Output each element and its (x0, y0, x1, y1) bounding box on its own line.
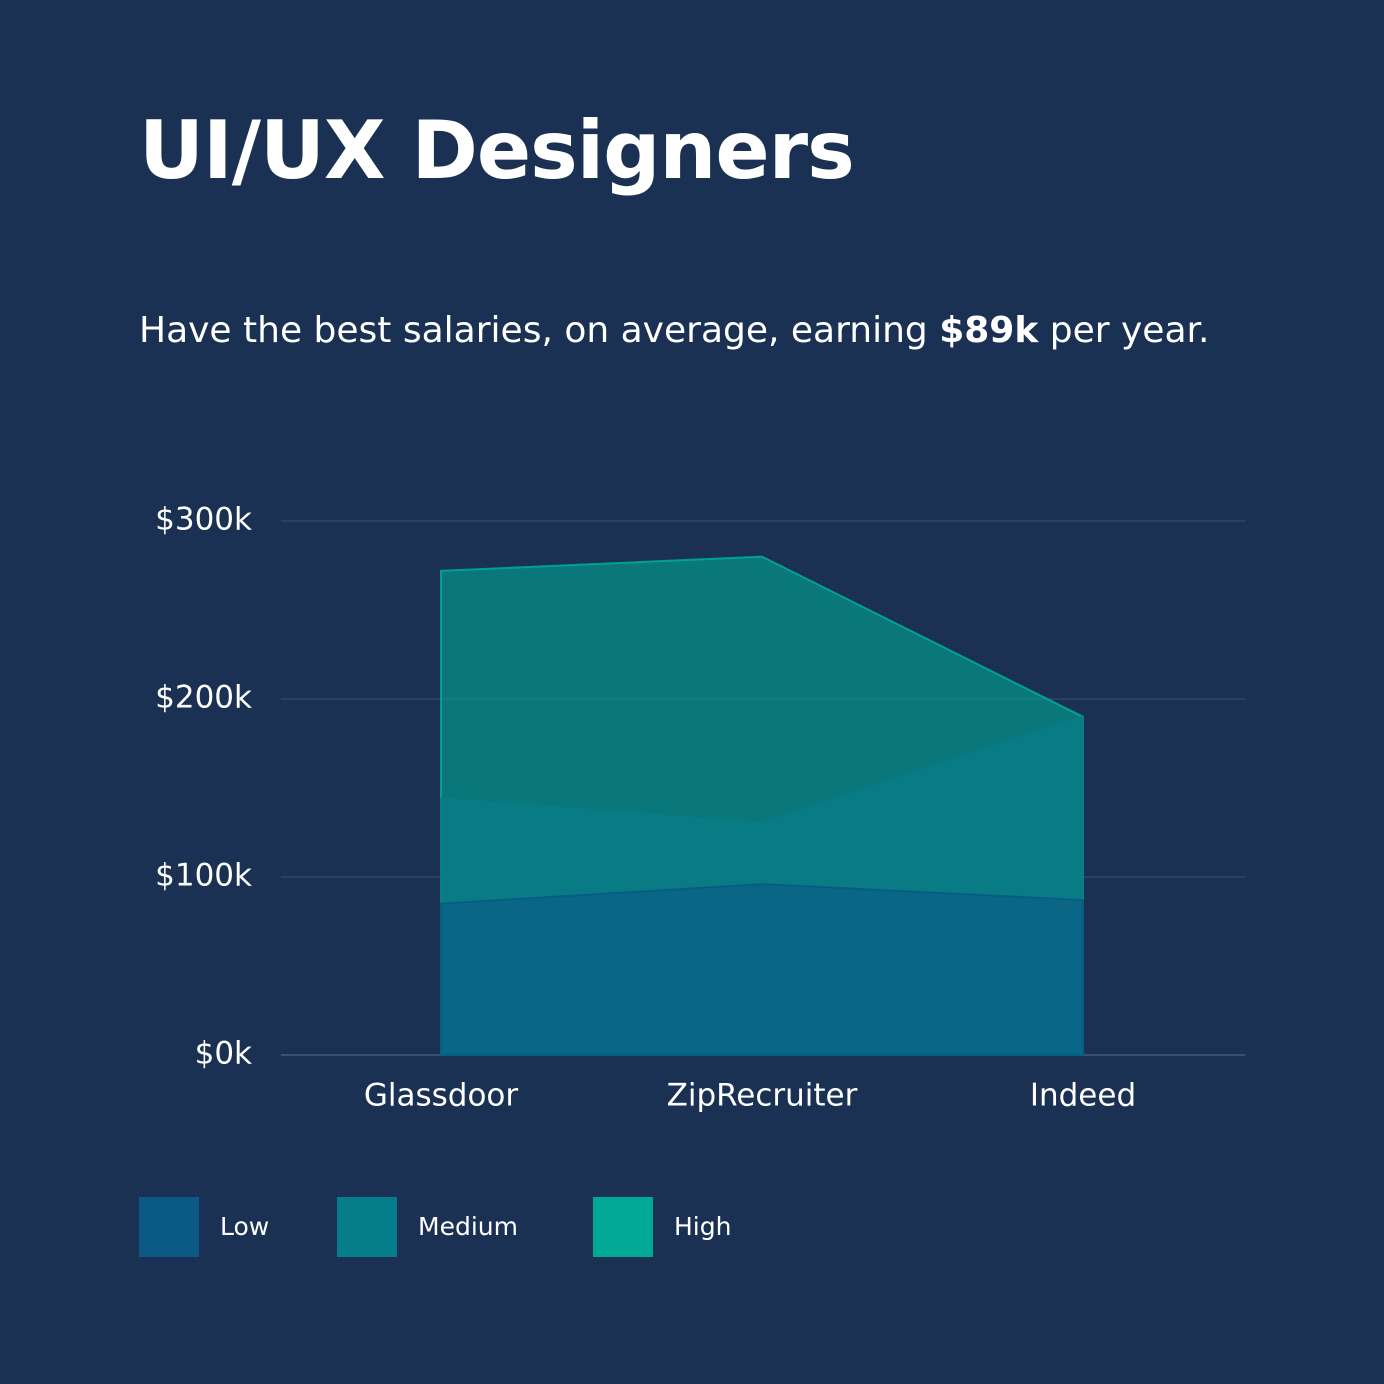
chart-title: UI/UX Designers (139, 104, 855, 197)
y-tick-label: $200k (155, 680, 252, 716)
x-tick-label: Glassdoor (364, 1078, 519, 1114)
chart-subtitle: Have the best salaries, on average, earn… (139, 302, 1249, 360)
area (440, 883, 1084, 1056)
legend-swatch (337, 1197, 397, 1257)
subtitle-highlight: $89k (939, 310, 1039, 351)
legend-label: Medium (418, 1212, 518, 1241)
x-tick-label: Indeed (1030, 1078, 1136, 1114)
legend-label: High (674, 1212, 731, 1241)
subtitle-text: Have the best salaries, on average, earn… (139, 310, 940, 351)
y-tick-label: $100k (155, 858, 252, 894)
subtitle-text: per year. (1038, 310, 1210, 351)
legend-label: Low (220, 1212, 269, 1241)
y-tick-label: $300k (155, 502, 252, 538)
legend-swatch (139, 1197, 199, 1257)
y-tick-label: $0k (195, 1036, 252, 1072)
x-tick-label: ZipRecruiter (667, 1078, 858, 1114)
legend-swatch (593, 1197, 653, 1257)
